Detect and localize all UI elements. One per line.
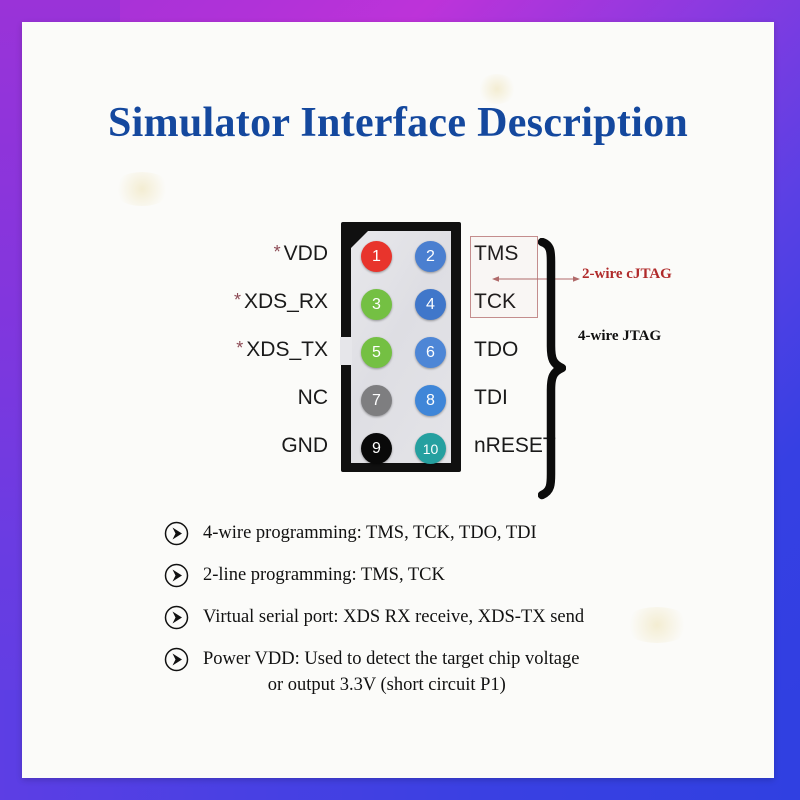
pin-4[interactable]: 4 <box>415 289 446 320</box>
pin-5[interactable]: 5 <box>361 337 392 368</box>
asterisk-marker: * <box>233 290 241 310</box>
pin-label-nc: NC <box>297 386 328 409</box>
pin-label-xds-rx: * XDS_RX <box>233 290 328 313</box>
connector-housing: 1 2 3 4 5 6 7 8 9 10 <box>340 222 461 472</box>
cjtag-label: 2-wire cJTAG <box>582 266 672 282</box>
pin-9[interactable]: 9 <box>361 433 392 464</box>
note-text: 2-line programming: TMS, TCK <box>203 565 445 585</box>
pin-6[interactable]: 6 <box>415 337 446 368</box>
pin-label-gnd: GND <box>281 434 328 457</box>
connector-keying-notch <box>340 337 352 365</box>
cjtag-highlight-box <box>470 236 538 318</box>
pin-3[interactable]: 3 <box>361 289 392 320</box>
note-text: Power VDD: Used to detect the target chi… <box>203 649 580 669</box>
pin-label-nreset: nRESET <box>474 434 556 457</box>
list-item: 4-wire programming: TMS, TCK, TDO, TDI <box>164 520 537 546</box>
list-item: 2-line programming: TMS, TCK <box>164 562 445 588</box>
note-text: 4-wire programming: TMS, TCK, TDO, TDI <box>203 523 537 543</box>
circled-chevron-right-icon <box>164 563 189 588</box>
content-card: Simulator Interface Description * VDD * XD… <box>22 22 774 778</box>
list-item: Virtual serial port: XDS RX receive, XDS… <box>164 604 584 630</box>
pin-label-tck: TCK <box>474 290 516 313</box>
pin-label-tdi: TDI <box>474 386 508 409</box>
connector-pinout-diagram: * VDD * XDS_RX * XDS_TX NC GND 1 2 3 4 5 6 … <box>22 222 774 500</box>
pin-8[interactable]: 8 <box>415 385 446 416</box>
pin-label-tdo: TDO <box>474 338 519 361</box>
pin-label-vdd: * VDD <box>273 242 328 265</box>
page-title: Simulator Interface Description <box>107 100 689 146</box>
asterisk-marker: * <box>273 242 281 262</box>
note-text-continuation: or output 3.3V (short circuit P1) <box>203 675 506 695</box>
cjtag-arrow-icon <box>492 276 580 282</box>
pin-10[interactable]: 10 <box>415 433 446 464</box>
circled-chevron-right-icon <box>164 521 189 546</box>
left-pin-label-column: * VDD * XDS_RX * XDS_TX NC GND <box>138 222 328 492</box>
scan-blotch <box>622 607 692 643</box>
pin-label-xds-tx: * XDS_TX <box>236 338 328 361</box>
pin-2[interactable]: 2 <box>415 241 446 272</box>
pin-label-tms: TMS <box>474 242 519 265</box>
scan-blotch <box>112 172 172 206</box>
note-text: Virtual serial port: XDS RX receive, XDS… <box>203 607 585 627</box>
curly-brace-icon <box>538 238 566 500</box>
list-item: Power VDD: Used to detect the target chi… <box>164 646 579 698</box>
pin-1[interactable]: 1 <box>361 241 392 272</box>
asterisk-marker: * <box>236 338 244 358</box>
pin-7[interactable]: 7 <box>361 385 392 416</box>
circled-chevron-right-icon <box>164 647 189 672</box>
circled-chevron-right-icon <box>164 605 189 630</box>
right-pin-label-column: TMS TCK TDO TDI nRESET <box>474 222 604 492</box>
jtag-label: 4-wire JTAG <box>578 328 662 344</box>
